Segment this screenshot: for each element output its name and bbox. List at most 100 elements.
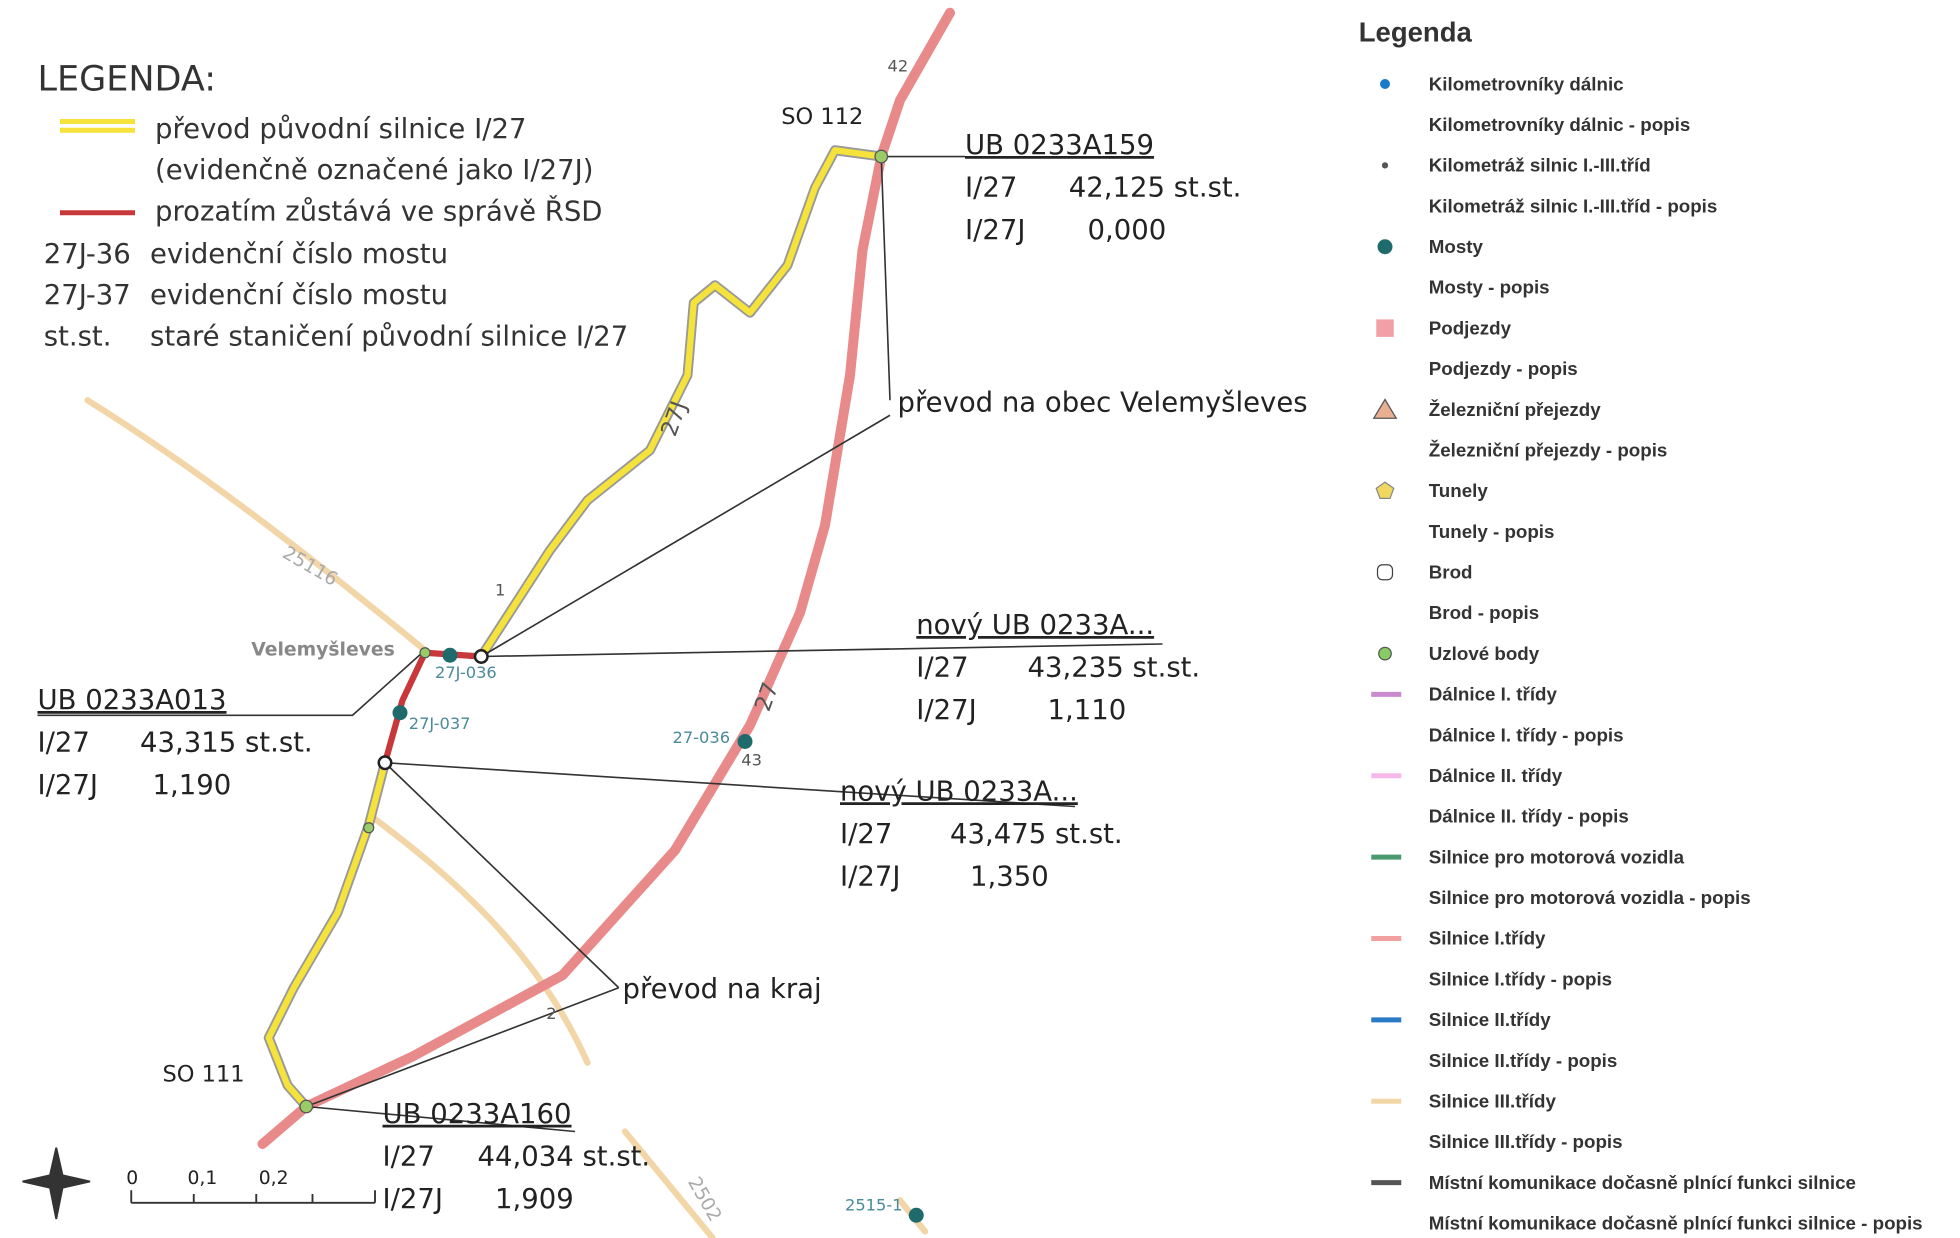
callout-road: I/27J — [383, 1183, 443, 1215]
scale-bar — [22, 1147, 376, 1220]
village-label: Velemyšleves — [251, 639, 395, 660]
legend-item: Silnice II.třídy - popis — [1429, 1050, 1618, 1071]
note: převod na kraj — [623, 973, 822, 1005]
legend-item: Dálnice II. třídy - popis — [1429, 806, 1629, 827]
legend-item: Mosty - popis — [1429, 277, 1550, 298]
callout-road: I/27 — [965, 172, 1017, 204]
callout-value: 42,125 st.st. — [1069, 172, 1242, 204]
so-label: SO 112 — [781, 104, 863, 130]
legend-item: Podjezdy - popis — [1429, 358, 1578, 379]
legend-symbol — [1376, 564, 1394, 581]
legend-item: Železniční přejezdy - popis — [1429, 439, 1668, 460]
legend-item: Silnice pro motorová vozidla — [1429, 846, 1685, 867]
legend-symbol — [1377, 239, 1393, 255]
legend-item: Silnice I.třídy - popis — [1429, 968, 1612, 989]
legend-item: Dálnice I. třídy - popis — [1429, 724, 1624, 745]
callout-title: nový UB 0233A... — [916, 609, 1154, 641]
legend-item: Silnice I.třídy — [1429, 928, 1546, 949]
legend-item: Brod - popis — [1429, 602, 1539, 623]
callout-road: I/27 — [840, 818, 892, 850]
legend-item: Místní komunikace dočasně plnící funkci … — [1429, 1213, 1923, 1234]
km-label: 42 — [888, 57, 909, 76]
callout-title: UB 0233A159 — [965, 129, 1154, 161]
callout-value: 0,000 — [1088, 214, 1167, 246]
legend-item: Silnice III.třídy - popis — [1429, 1131, 1623, 1152]
km-label: 1 — [495, 580, 505, 599]
bridge-label: 2515-1 — [845, 1195, 903, 1214]
callout-value: 1,190 — [153, 769, 232, 801]
note: převod na obec Velemyšleves — [898, 387, 1308, 419]
scale-label: 0,1 — [188, 1168, 218, 1189]
legend-item: Mosty — [1429, 236, 1484, 257]
bridge-label: 27J-037 — [409, 714, 471, 733]
legend-symbol — [1375, 481, 1395, 499]
callout-value: 43,475 st.st. — [950, 818, 1123, 850]
scale-label: 0 — [126, 1168, 138, 1189]
bridge-label: 27-036 — [673, 728, 731, 747]
legend-item: Kilometrovníky dálnic - popis — [1429, 114, 1691, 135]
callout-value: 1,909 — [495, 1183, 574, 1215]
nodes — [299, 149, 924, 1223]
legend-text: prozatím zůstává ve správě ŘSD — [155, 193, 602, 227]
legend-text: evidenční číslo mostu — [150, 238, 448, 270]
legend-key: 27J-37 — [44, 279, 131, 311]
road-label: 27J — [656, 398, 692, 440]
legend-item: Silnice pro motorová vozidla - popis — [1429, 887, 1751, 908]
road-label: 25116 — [279, 543, 341, 591]
road-iii — [621, 1128, 716, 1238]
leader-lines — [37, 155, 1163, 1133]
callout-road: I/27J — [916, 694, 976, 726]
legend-text: převod původní silnice I/27 — [155, 113, 526, 145]
callout-value: 1,110 — [1048, 694, 1127, 726]
legend-key: st.st. — [44, 320, 112, 352]
legend-symbol — [1380, 79, 1390, 89]
legend-item: Místní komunikace dočasně plnící funkci … — [1429, 1172, 1856, 1193]
callout-value: 43,235 st.st. — [1028, 652, 1201, 684]
legend-key: 27J-36 — [44, 238, 131, 270]
callout-road: I/27 — [383, 1140, 435, 1172]
callout-road: I/27J — [965, 214, 1025, 246]
bridge-label: 27J-036 — [435, 663, 497, 682]
callout-value: 1,350 — [970, 860, 1049, 892]
callout-road: I/27J — [840, 860, 900, 892]
km-label: 43 — [741, 750, 762, 769]
legend-item: Uzlové body — [1429, 643, 1540, 664]
callout-road: I/27J — [38, 769, 98, 801]
legend-title: LEGENDA: — [38, 59, 217, 99]
so-label: SO 111 — [163, 1062, 245, 1088]
callout-title: UB 0233A013 — [38, 684, 227, 716]
legend-item: Železniční přejezdy — [1429, 399, 1601, 420]
legend-item: Kilometráž silnic I.-III.tříd - popis — [1429, 195, 1718, 216]
legend-item: Brod — [1429, 562, 1473, 583]
callout-value: 44,034 st.st. — [478, 1140, 651, 1172]
km-label: 2 — [546, 1004, 556, 1023]
legend-symbols — [60, 118, 135, 216]
legend-symbol — [1376, 319, 1394, 337]
callout-title: nový UB 0233A... — [840, 775, 1078, 807]
road-iii — [371, 815, 591, 1066]
legend-item: Tunely - popis — [1429, 521, 1555, 542]
legend-text: evidenční číslo mostu — [150, 279, 448, 311]
legend-item: Podjezdy — [1429, 317, 1512, 338]
legend-item: Silnice III.třídy — [1429, 1090, 1557, 1111]
legend-item: Tunely — [1429, 480, 1489, 501]
legend-item: Dálnice I. třídy — [1429, 684, 1558, 705]
legend-text: staré staničení původní silnice I/27 — [150, 320, 628, 352]
legend-symbol — [1378, 646, 1392, 661]
callout-title: UB 0233A160 — [383, 1098, 572, 1130]
callout-road: I/27 — [38, 727, 90, 759]
road-label: 2502 — [683, 1174, 725, 1226]
road-iii — [84, 397, 429, 654]
legend-symbol — [1381, 162, 1389, 169]
legend-title: Legenda — [1359, 17, 1473, 48]
scale-label: 0,2 — [259, 1168, 289, 1189]
callout-value: 43,315 st.st. — [140, 727, 313, 759]
legend-text: (evidenčně označené jako I/27J) — [155, 154, 593, 186]
callout-road: I/27 — [916, 652, 968, 684]
legend-symbol — [1372, 398, 1398, 419]
legend-item: Kilometráž silnic I.-III.tříd — [1429, 155, 1651, 176]
legend-item: Kilometrovníky dálnic — [1429, 73, 1624, 94]
legend-item: Silnice II.třídy — [1429, 1009, 1551, 1030]
legend-item: Dálnice II. třídy — [1429, 765, 1563, 786]
